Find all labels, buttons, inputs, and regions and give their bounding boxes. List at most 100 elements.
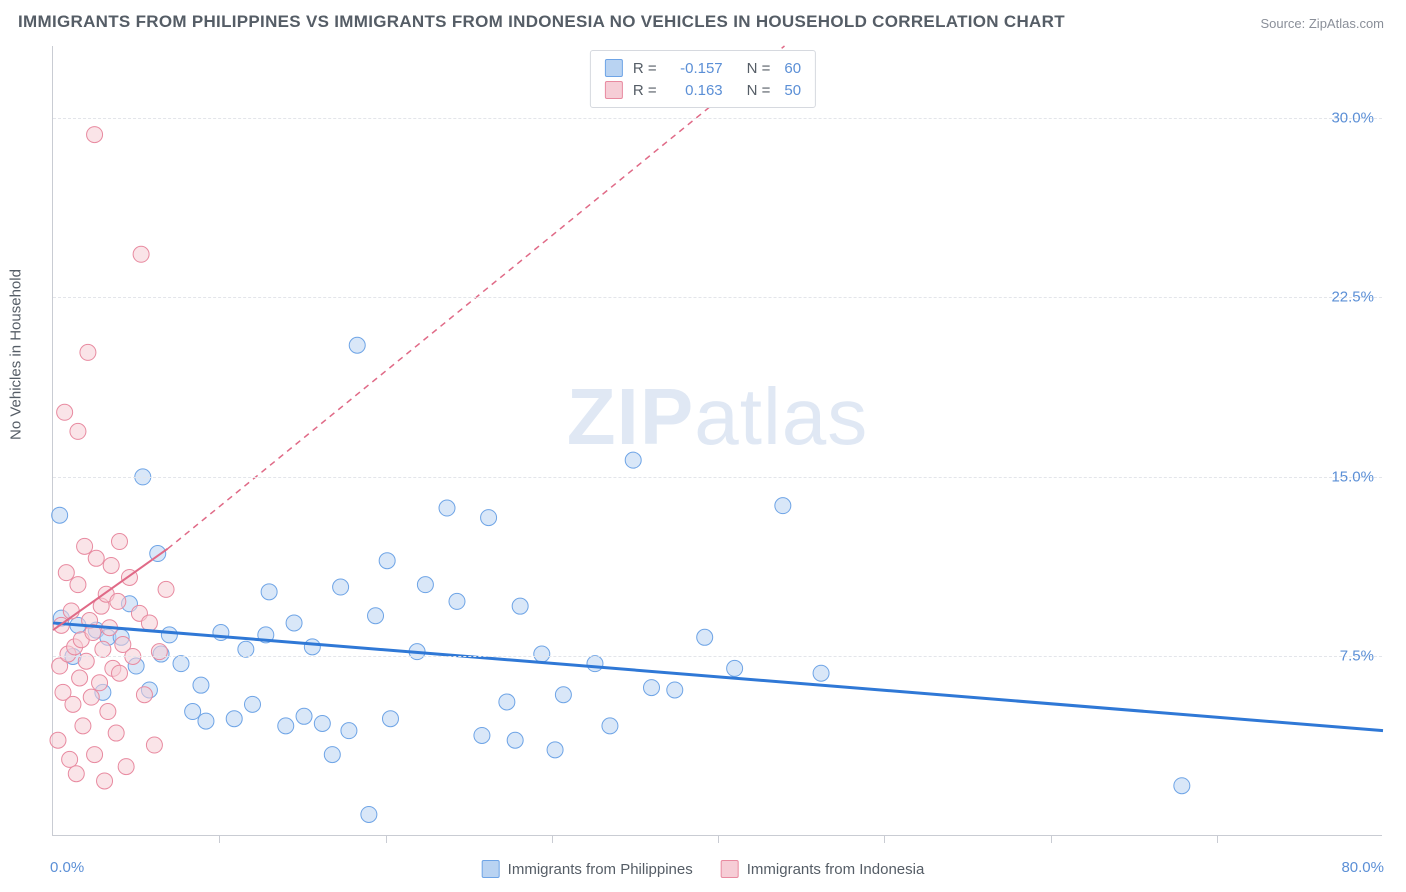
- data-point: [95, 641, 111, 657]
- data-point: [158, 581, 174, 597]
- legend-swatch: [605, 81, 623, 99]
- data-point: [112, 534, 128, 550]
- legend-swatch: [605, 59, 623, 77]
- data-point: [92, 675, 108, 691]
- data-point: [499, 694, 515, 710]
- data-point: [314, 715, 330, 731]
- gridline-h: [53, 656, 1382, 657]
- data-point: [286, 615, 302, 631]
- correlation-legend-row: R = -0.157 N = 60: [605, 57, 801, 79]
- y-tick-label: 30.0%: [1331, 109, 1374, 126]
- data-point: [361, 806, 377, 822]
- data-point: [226, 711, 242, 727]
- y-tick-label: 15.0%: [1331, 468, 1374, 485]
- series-legend-item: Immigrants from Philippines: [482, 860, 693, 878]
- correlation-legend: R =-0.157N =60R =0.163N =50: [590, 50, 816, 108]
- data-point: [555, 687, 571, 703]
- x-tick: [1217, 835, 1218, 843]
- data-point: [587, 656, 603, 672]
- data-point: [65, 696, 81, 712]
- data-point: [439, 500, 455, 516]
- data-point: [88, 550, 104, 566]
- x-min-label: 0.0%: [50, 859, 84, 876]
- data-point: [87, 747, 103, 763]
- source-label: Source: ZipAtlas.com: [1260, 16, 1384, 31]
- x-tick: [884, 835, 885, 843]
- data-point: [75, 718, 91, 734]
- gridline-h: [53, 477, 1382, 478]
- r-prefix: R =: [633, 82, 657, 99]
- data-point: [108, 725, 124, 741]
- data-point: [83, 689, 99, 705]
- data-point: [697, 629, 713, 645]
- data-point: [512, 598, 528, 614]
- data-point: [161, 627, 177, 643]
- x-tick: [386, 835, 387, 843]
- data-point: [417, 577, 433, 593]
- gridline-h: [53, 297, 1382, 298]
- data-point: [77, 538, 93, 554]
- data-point: [368, 608, 384, 624]
- data-point: [602, 718, 618, 734]
- data-point: [193, 677, 209, 693]
- n-prefix: N =: [747, 60, 771, 77]
- y-axis-label: No Vehicles in Household: [8, 269, 25, 440]
- data-point: [97, 773, 113, 789]
- x-max-label: 80.0%: [1341, 859, 1384, 876]
- correlation-legend-row: R =0.163N =50: [605, 79, 801, 101]
- data-point: [141, 615, 157, 631]
- data-point: [58, 565, 74, 581]
- chart-title: IMMIGRANTS FROM PHILIPPINES VS IMMIGRANT…: [18, 12, 1065, 32]
- legend-swatch: [721, 860, 739, 878]
- data-point: [136, 687, 152, 703]
- x-tick: [219, 835, 220, 843]
- data-point: [296, 708, 312, 724]
- data-point: [379, 553, 395, 569]
- data-point: [667, 682, 683, 698]
- y-tick-label: 22.5%: [1331, 289, 1374, 306]
- data-point: [727, 660, 743, 676]
- data-point: [481, 510, 497, 526]
- data-point: [118, 759, 134, 775]
- data-point: [62, 751, 78, 767]
- data-point: [474, 727, 490, 743]
- r-value: 0.163: [667, 82, 723, 99]
- data-point: [68, 766, 84, 782]
- r-value: -0.157: [667, 60, 723, 77]
- series-legend-item: Immigrants from Indonesia: [721, 860, 925, 878]
- data-point: [341, 723, 357, 739]
- data-point: [133, 246, 149, 262]
- data-point: [70, 577, 86, 593]
- plot-area: ZIPatlas 7.5%15.0%22.5%30.0%: [52, 46, 1382, 836]
- data-point: [333, 579, 349, 595]
- n-value: 50: [784, 82, 801, 99]
- data-point: [278, 718, 294, 734]
- data-point: [324, 747, 340, 763]
- data-point: [70, 423, 86, 439]
- series-legend: Immigrants from Philippines Immigrants fr…: [482, 860, 925, 878]
- data-point: [534, 646, 550, 662]
- n-value: 60: [784, 60, 801, 77]
- data-point: [304, 639, 320, 655]
- y-tick-label: 7.5%: [1340, 648, 1374, 665]
- data-point: [57, 404, 73, 420]
- data-point: [173, 656, 189, 672]
- series-legend-label: Immigrants from Indonesia: [747, 861, 925, 878]
- data-point: [185, 704, 201, 720]
- data-point: [52, 507, 68, 523]
- series-legend-label: Immigrants from Philippines: [508, 861, 693, 878]
- data-point: [245, 696, 261, 712]
- x-tick: [1051, 835, 1052, 843]
- data-point: [50, 732, 66, 748]
- trend-line: [53, 623, 1383, 731]
- x-tick: [552, 835, 553, 843]
- data-point: [644, 680, 660, 696]
- data-point: [1174, 778, 1190, 794]
- data-point: [775, 498, 791, 514]
- r-prefix: R =: [633, 60, 657, 77]
- data-point: [507, 732, 523, 748]
- legend-swatch: [482, 860, 500, 878]
- data-point: [547, 742, 563, 758]
- data-point: [449, 593, 465, 609]
- data-point: [112, 665, 128, 681]
